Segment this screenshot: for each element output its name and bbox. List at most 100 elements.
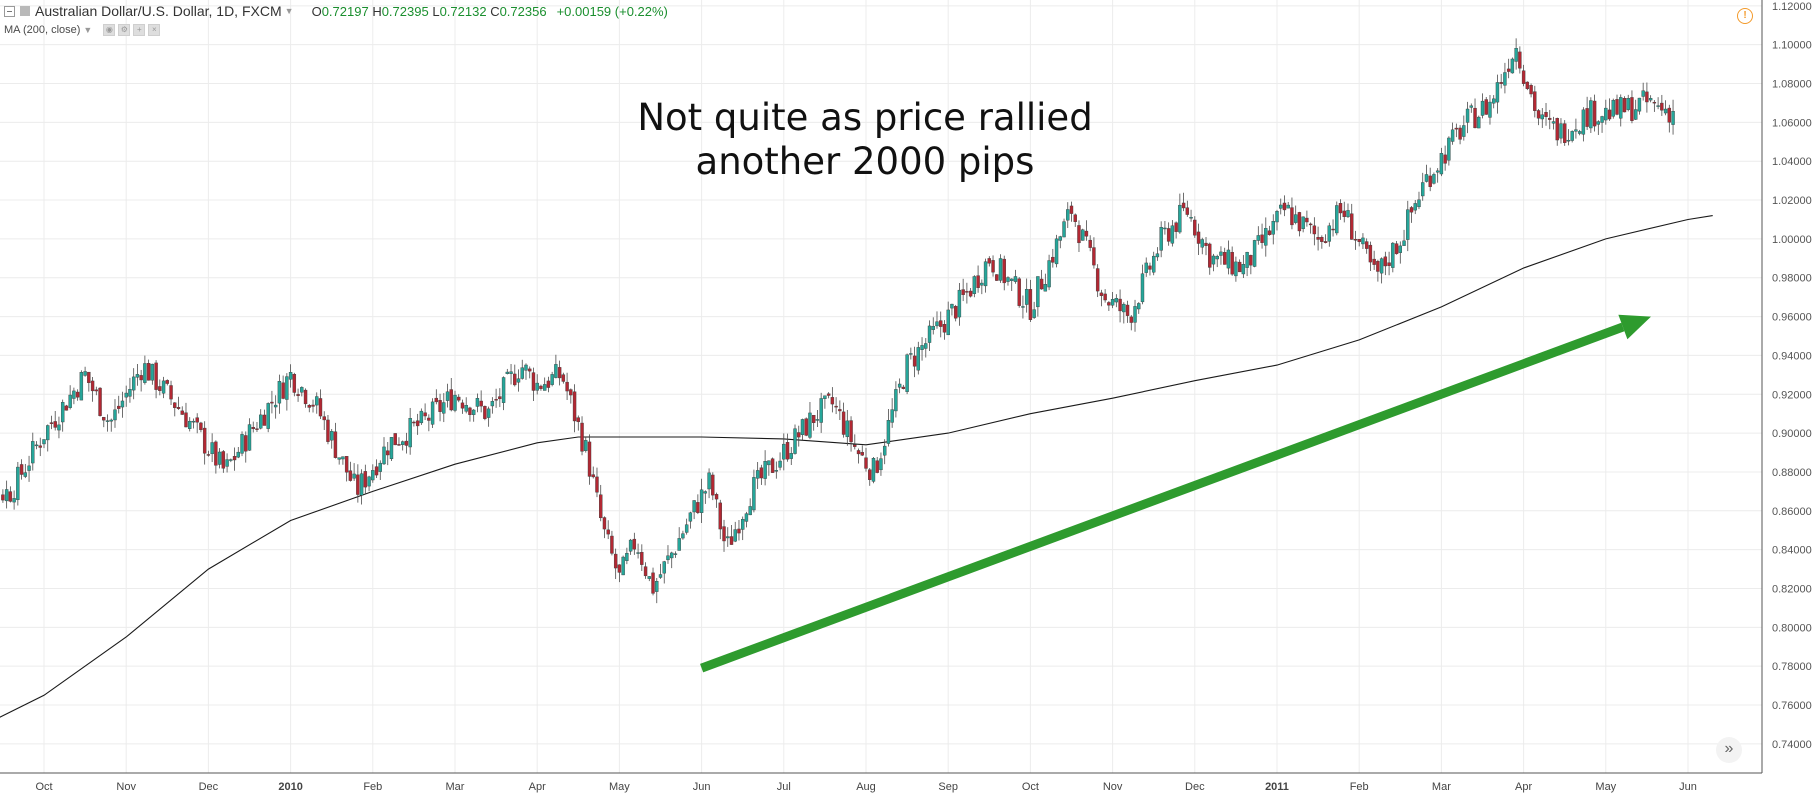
candle-body [613,553,618,569]
candle-body [524,364,528,371]
candle-body [270,401,274,404]
candle-body [1585,108,1589,127]
candle-body [1398,245,1403,253]
candle-body [1129,316,1133,323]
candle-body [599,494,603,519]
candle-body [374,466,379,476]
y-tick-label: 0.84000 [1772,545,1812,557]
candle-body [344,456,349,473]
close-label: C [490,3,500,19]
eye-icon[interactable]: ◉ [103,24,116,36]
candle-body [905,354,909,392]
candle-body [255,428,259,430]
candle-body [595,476,599,493]
y-tick-label: 0.92000 [1772,389,1812,401]
candle-body [8,491,13,502]
warning-circle-icon[interactable]: ! [1737,8,1753,24]
close-icon[interactable]: × [148,24,161,36]
candle-body [176,407,181,409]
candle-body [1566,139,1571,142]
candle-body [259,414,263,429]
candle-body [557,367,562,379]
candle-body [916,347,921,371]
candle-body [808,412,812,438]
candle-body [188,420,192,429]
chart-annotation: Not quite as price rallied another 2000 … [600,96,1130,184]
candle-body [303,389,308,405]
candle-body [427,417,431,421]
candle-body [1660,102,1664,111]
candle-body [1596,121,1601,125]
y-tick-label: 1.06000 [1772,117,1812,129]
candle-body [819,398,823,423]
candle-body [19,464,24,475]
candle-body [1338,203,1343,214]
candle-body [1559,123,1563,139]
candle-body [124,392,128,398]
candle-body [389,437,394,460]
x-tick-label: Mar [446,781,465,793]
candle-body [75,391,80,398]
indicator-label[interactable]: MA (200, close) [4,24,81,36]
candle-body [322,416,326,421]
candle-body [1054,238,1059,265]
candle-body [430,401,435,425]
candle-body [1622,98,1627,113]
candle-body [800,419,805,435]
candle-body [632,538,637,550]
candle-body [1234,261,1238,277]
candle-body [1439,153,1444,175]
candle-body [1428,175,1432,187]
candle-body [23,472,28,477]
candle-body [120,400,125,408]
candle-body [643,566,648,577]
candle-body [1357,238,1361,242]
candle-body [1069,205,1074,214]
candle-body [677,538,681,551]
high-value: 0.72395 [381,3,429,19]
candle-body [232,456,237,461]
candle-body [1077,225,1081,244]
settings-icon[interactable]: ⚙ [118,24,131,36]
x-tick-label: Dec [1185,781,1205,793]
double-chevron-right-icon[interactable]: » [1716,737,1742,763]
candle-body [42,439,46,445]
candle-body [1032,309,1036,318]
add-icon[interactable]: + [133,24,146,36]
candle-body [1581,109,1586,135]
candle-body [498,396,502,400]
candle-body [251,427,255,430]
candle-body [1155,253,1160,258]
candle-body [539,385,543,389]
x-tick-label: 2010 [278,781,302,793]
candle-body [834,405,838,408]
candle-body [1226,249,1231,269]
indicator-chevron-icon[interactable]: ▼ [83,25,93,35]
candle-body [117,405,121,409]
candle-body [72,390,76,399]
candle-body [1607,109,1612,120]
symbol-flag-icon [20,6,30,16]
candle-body [1409,207,1414,213]
candle-body [1548,117,1552,120]
candle-body [386,450,390,456]
chevron-down-icon[interactable]: ▼ [284,6,294,16]
candle-body [1387,262,1391,266]
symbol-title[interactable]: Australian Dollar/U.S. Dollar, 1D, FXCM [35,3,282,19]
candle-body [826,393,831,396]
candle-body [1140,273,1145,303]
candle-body [748,506,752,516]
candle-body [60,402,65,423]
candle-body [1230,252,1234,275]
candle-body [647,576,651,579]
collapse-icon[interactable] [4,5,15,17]
candle-body [1492,98,1496,104]
high-label: H [372,3,382,19]
candle-body [217,451,222,465]
candle-body [1465,108,1470,123]
candle-body [1286,204,1290,209]
candle-body [1081,229,1085,241]
candle-body [1454,127,1459,130]
